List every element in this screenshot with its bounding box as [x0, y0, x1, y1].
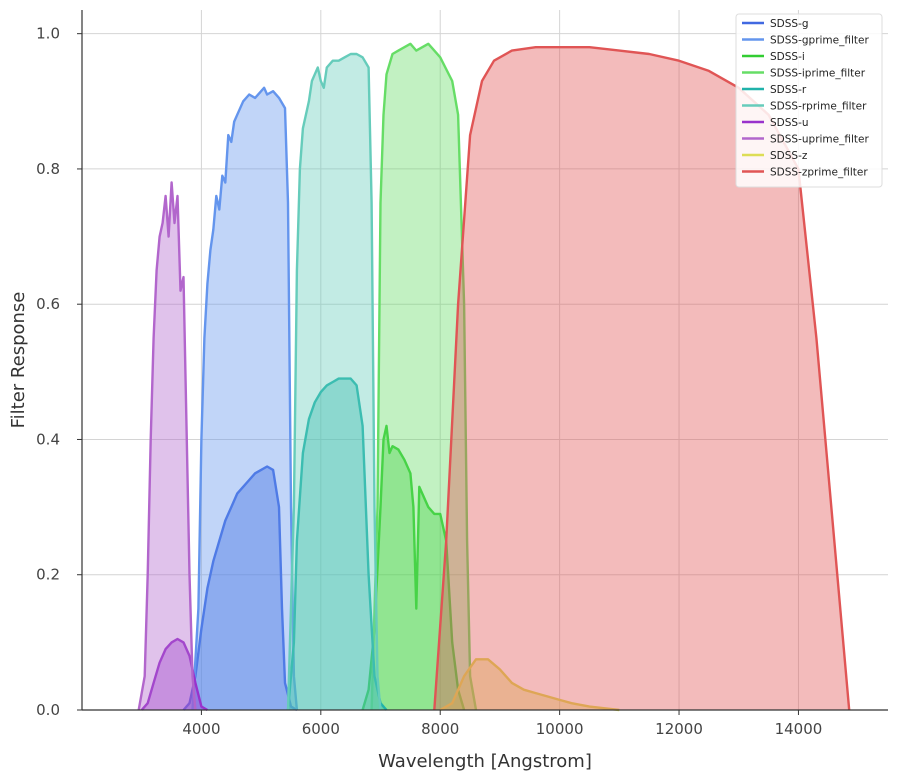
y-axis-label: Filter Response	[8, 292, 29, 429]
legend-label: SDSS-zprime_filter	[770, 167, 868, 179]
legend-label: SDSS-i	[770, 51, 805, 63]
tick-labels: 4000 6000 8000 10000 12000 14000 0.0 0.2 0.4 0.6 0…	[36, 25, 822, 738]
y-tick-label: 1.0	[36, 25, 60, 43]
legend-label: SDSS-uprime_filter	[770, 134, 869, 146]
series-area-3	[371, 43, 476, 711]
series-line-7	[137, 181, 197, 711]
x-tick-label: 6000	[302, 720, 340, 738]
x-axis-label: Wavelength [Angstrom]	[378, 751, 592, 772]
series-line-3	[370, 42, 478, 711]
x-tick-label: 10000	[536, 720, 584, 738]
legend-label: SDSS-rprime_filter	[770, 101, 867, 113]
x-tick-label: 4000	[182, 720, 220, 738]
series-line-5	[286, 52, 382, 711]
y-tick-label: 0.4	[36, 430, 60, 448]
x-tick-label: 12000	[655, 720, 703, 738]
x-tick-label: 8000	[421, 720, 459, 738]
x-tick-label: 14000	[775, 720, 823, 738]
series-line-0	[182, 465, 298, 712]
series-area-0	[183, 466, 297, 710]
series-area-5	[288, 54, 381, 710]
legend-label: SDSS-r	[770, 84, 807, 96]
series-area-4	[288, 378, 387, 710]
series-area-9	[434, 47, 850, 710]
series-line-1	[191, 86, 299, 711]
legend-frame	[735, 13, 883, 188]
axes	[81, 10, 888, 711]
series-line-2	[361, 424, 466, 711]
legend-label: SDSS-u	[770, 117, 809, 129]
series-line-8	[439, 658, 620, 712]
y-tick-label: 0.0	[36, 701, 60, 719]
legend: SDSS-g SDSS-gprime_filter SDSS-i SDSS-iprim…	[735, 13, 883, 188]
y-tick-label: 0.2	[36, 566, 60, 584]
y-tick-label: 0.6	[36, 295, 60, 313]
series-area-1	[192, 87, 297, 711]
series-line-6	[140, 637, 208, 712]
legend-label: SDSS-iprime_filter	[770, 68, 866, 80]
legend-label: SDSS-z	[770, 150, 808, 162]
y-tick-label: 0.8	[36, 160, 60, 178]
legend-label: SDSS-g	[770, 18, 809, 30]
series-area-7	[138, 182, 196, 710]
series-area-6	[141, 639, 208, 710]
series-area-8	[440, 659, 620, 710]
series-line-4	[286, 377, 388, 711]
legend-label: SDSS-gprime_filter	[770, 35, 869, 47]
series-layer	[137, 42, 851, 712]
